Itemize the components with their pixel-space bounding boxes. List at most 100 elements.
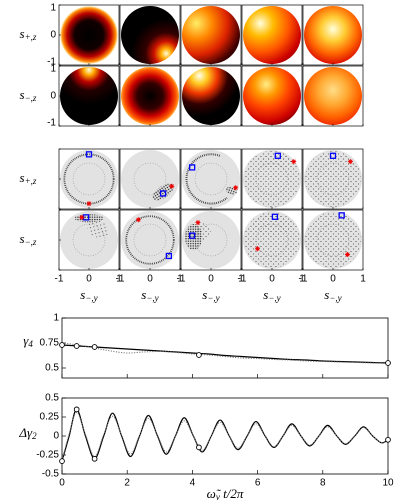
label-part: s: [80, 287, 85, 302]
axis-label: s+,z: [20, 26, 37, 42]
line-series: [61, 411, 389, 461]
y-tick-label: 1: [50, 64, 56, 75]
sample-cloud: [305, 212, 361, 268]
x-tick-label: 1: [116, 274, 122, 285]
density-map: [60, 6, 118, 64]
density-map: [121, 67, 179, 125]
marker: [385, 360, 391, 366]
red-star: [347, 159, 353, 165]
density-map: [60, 67, 118, 125]
label-part: Δγ: [18, 425, 33, 440]
axis-label: s−,y: [324, 287, 341, 303]
sample-ring: [125, 215, 175, 265]
label-part: 4: [28, 339, 33, 349]
label-part: s: [141, 287, 146, 302]
axis-label: s−,z: [20, 231, 37, 247]
density-map: [182, 67, 240, 125]
red-star: [86, 201, 92, 207]
reference-circle: [194, 223, 228, 257]
y-tick-label: -1: [47, 57, 56, 68]
blue-square: [338, 212, 345, 219]
reference-circle: [133, 223, 167, 257]
x-tick-label: 1: [360, 274, 366, 285]
x-tick-label: 1: [177, 274, 183, 285]
label-part: −,y: [85, 293, 97, 303]
bloch-disk: [182, 150, 240, 208]
bloch-disk: [60, 150, 118, 208]
x-tick-label: 0: [86, 274, 92, 285]
marker: [91, 344, 98, 350]
line-series: [61, 408, 389, 462]
x-tick-label: 0: [269, 274, 275, 285]
x-tick-label: 0: [147, 274, 153, 285]
axis-label: s−,y: [263, 287, 280, 303]
density-map: [182, 6, 240, 64]
line-series: [61, 344, 389, 364]
marker: [73, 406, 80, 413]
label-part: s: [202, 287, 207, 302]
x-tick-label: -1: [55, 274, 64, 285]
y-tick-label: 1: [50, 3, 56, 14]
density-map: [304, 67, 362, 125]
axis-label: s−,y: [141, 287, 158, 303]
x-tick-label: -1: [177, 274, 186, 285]
y-tick-label: 0.5: [45, 393, 59, 404]
bloch-disk: [121, 150, 179, 208]
y-tick-label: 0.75: [40, 338, 60, 349]
sample-cloud: [86, 218, 109, 238]
label-part: ν: [216, 492, 220, 501]
label-part: 2: [32, 431, 37, 441]
bloch-disk: [121, 211, 179, 269]
y-tick-label: -0.5: [42, 469, 60, 480]
red-star: [291, 159, 297, 165]
plot-frame: [61, 397, 389, 475]
red-star: [135, 217, 141, 223]
x-tick-label: 0: [208, 274, 214, 285]
red-star: [169, 183, 175, 189]
axis-label: s−,y: [80, 287, 97, 303]
y-tick-label: 1: [53, 313, 59, 324]
sample-cloud: [251, 215, 293, 236]
x-tick-label: 6: [255, 478, 261, 489]
density-map: [304, 6, 362, 64]
reference-circle: [72, 223, 106, 257]
label-part: −,y: [146, 293, 158, 303]
density-map: [243, 67, 301, 125]
reference-circle: [194, 162, 228, 196]
blue-square: [271, 213, 279, 220]
sample-cloud: [257, 154, 293, 169]
red-star: [345, 252, 350, 257]
label-part: s: [20, 170, 25, 185]
plot-frame: [61, 317, 389, 379]
reference-circle: [72, 162, 106, 196]
y-tick-label: 0.5: [45, 363, 59, 374]
y-tick-label: 0.25: [40, 412, 60, 423]
blue-square: [329, 152, 337, 159]
label-part: s: [324, 287, 329, 302]
blue-square: [188, 232, 196, 239]
y-tick-label: -0.25: [36, 450, 59, 461]
x-tick-label: -1: [299, 274, 308, 285]
x-tick-label: 2: [124, 478, 130, 489]
line-series: [61, 342, 389, 364]
blue-square: [188, 164, 196, 171]
y-tick-label: 0: [53, 431, 59, 442]
blue-square: [85, 151, 93, 158]
label-part: γ: [23, 333, 29, 348]
x-tick-label: -1: [238, 274, 247, 285]
blue-square: [159, 190, 167, 197]
marker: [196, 444, 202, 451]
marker: [59, 458, 65, 464]
x-tick-label: 10: [382, 478, 394, 489]
label-part: −,y: [207, 293, 219, 303]
x-tick-label: 1: [299, 274, 305, 285]
red-star: [255, 246, 260, 252]
label-part: t/2π: [220, 486, 244, 501]
marker: [73, 343, 80, 349]
label-part: −,z: [25, 237, 37, 247]
label-part: −,y: [329, 293, 341, 303]
red-star: [79, 214, 85, 220]
sample-cloud: [152, 183, 174, 201]
axis-label: Δγ2: [18, 425, 37, 441]
